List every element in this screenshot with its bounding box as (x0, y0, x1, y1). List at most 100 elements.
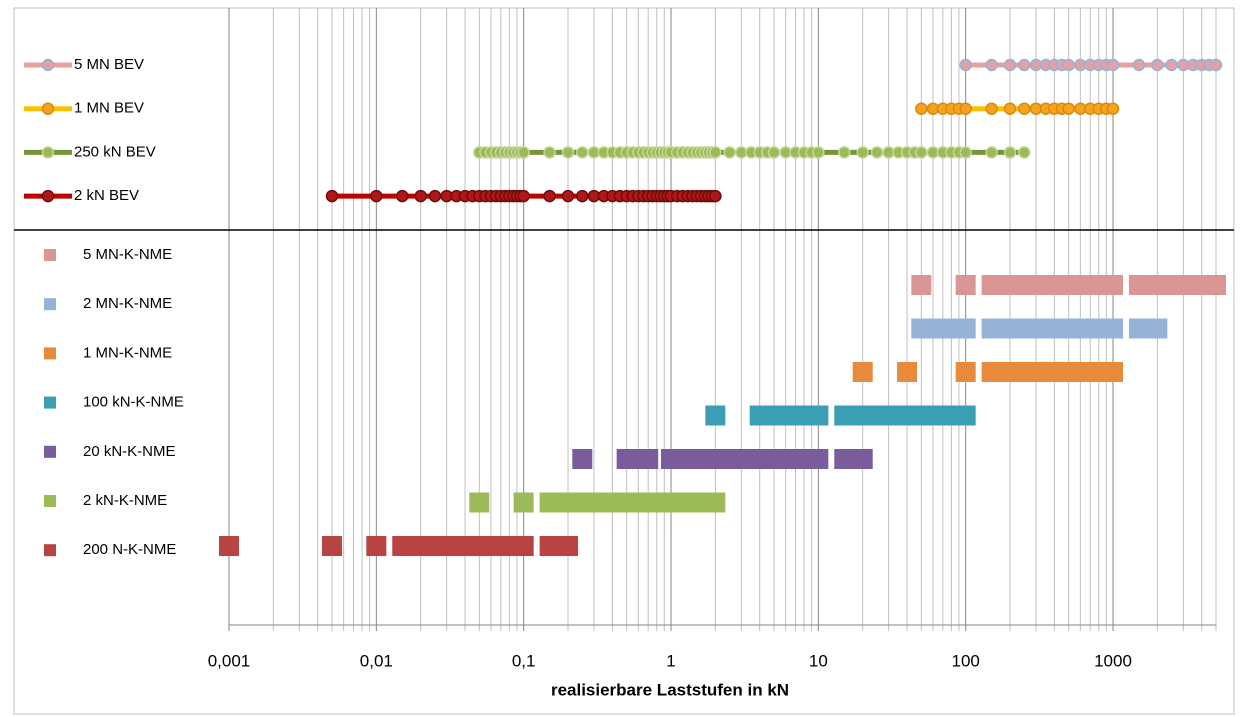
chart-frame (13, 7, 1235, 715)
data-point (767, 146, 781, 159)
data-point (915, 146, 928, 159)
data-point (1018, 58, 1031, 72)
legend-marker (44, 544, 56, 557)
data-point (1018, 102, 1031, 115)
data-point (561, 189, 575, 203)
data-point (396, 189, 409, 203)
range-bar (981, 318, 1124, 339)
range-bar (981, 362, 1124, 382)
data-point (370, 189, 383, 203)
data-point (1018, 146, 1031, 159)
data-point (856, 146, 869, 159)
legend-label: 100 kN-K-NME (83, 394, 184, 411)
range-bar (834, 405, 976, 426)
x-tick-label: 0,1 (512, 651, 536, 670)
data-point (985, 102, 998, 115)
x-tick-label: 10 (809, 651, 828, 670)
range-bar (219, 536, 239, 556)
range-bar (955, 275, 976, 295)
x-tick-label: 0,001 (208, 651, 251, 670)
legend-marker (44, 298, 56, 311)
data-point (870, 146, 884, 159)
data-point (812, 146, 825, 159)
legend-label: 5 MN BEV (74, 56, 144, 73)
data-point (1151, 58, 1164, 72)
legend-marker (41, 146, 55, 159)
x-tick-label: 1 (666, 651, 675, 670)
data-point (428, 189, 442, 203)
data-point (985, 58, 998, 72)
x-tick-label: 1000 (1094, 651, 1132, 670)
data-point (709, 189, 722, 203)
range-bar (366, 536, 387, 556)
range-bar (955, 362, 976, 382)
range-bar (1128, 275, 1226, 295)
legend-label: 250 kN BEV (74, 143, 156, 160)
data-point (915, 102, 928, 115)
range-bar (981, 275, 1124, 295)
data-point (838, 146, 851, 159)
data-point (543, 189, 556, 203)
range-bar (834, 449, 873, 469)
data-point (517, 146, 530, 159)
data-point (1106, 58, 1120, 72)
x-axis-title: realisierbare Laststufen in kN (551, 680, 789, 699)
range-bar (513, 492, 534, 513)
range-bar (897, 362, 918, 382)
data-point (959, 58, 972, 72)
range-bar (1128, 318, 1168, 339)
range-bar (572, 449, 593, 469)
legend-marker (41, 189, 55, 203)
legend-marker (44, 445, 56, 458)
legend-marker (41, 58, 55, 72)
data-point (325, 189, 339, 203)
legend-marker (44, 396, 56, 409)
range-bar (852, 362, 873, 382)
range-bar (616, 449, 659, 469)
legend-label: 20 kN-K-NME (83, 443, 176, 460)
range-bar (661, 449, 829, 469)
data-point (543, 146, 556, 159)
legend-label: 200 N-K-NME (83, 541, 176, 558)
data-point (1165, 58, 1178, 72)
data-point (1062, 58, 1075, 72)
data-point (1132, 58, 1146, 72)
legend-label: 2 kN-K-NME (83, 492, 167, 509)
legend-marker (44, 347, 56, 360)
range-bar (392, 536, 534, 556)
legend-label: 2 MN-K-NME (83, 295, 172, 312)
data-point (561, 146, 575, 159)
x-tick-label: 100 (951, 651, 979, 670)
data-point (1062, 102, 1075, 115)
legend-label: 2 kN BEV (74, 187, 139, 204)
range-bar (539, 536, 579, 556)
legend-marker (41, 102, 55, 115)
data-point (1003, 146, 1017, 159)
data-point (723, 146, 736, 159)
range-bar (469, 492, 490, 513)
data-point (576, 146, 589, 159)
data-point (959, 102, 972, 115)
data-point (517, 189, 530, 203)
range-bar (539, 492, 726, 513)
data-point (959, 146, 972, 159)
range-bar (911, 275, 932, 295)
data-point (1209, 58, 1223, 72)
legend-marker (44, 495, 56, 507)
legend-label: 1 MN-K-NME (83, 344, 172, 361)
data-point (1003, 58, 1017, 72)
legend-marker (44, 249, 56, 261)
data-point (1003, 102, 1017, 115)
range-bar (749, 405, 829, 426)
data-point (709, 146, 722, 159)
data-point (576, 189, 589, 203)
range-bar (911, 318, 976, 339)
legend-label: 5 MN-K-NME (83, 246, 172, 263)
data-point (1106, 102, 1120, 115)
x-tick-label: 0,01 (360, 651, 393, 670)
data-point (985, 146, 998, 159)
range-bar (705, 405, 726, 426)
range-bar (321, 536, 342, 556)
legend-label: 1 MN BEV (74, 100, 144, 117)
